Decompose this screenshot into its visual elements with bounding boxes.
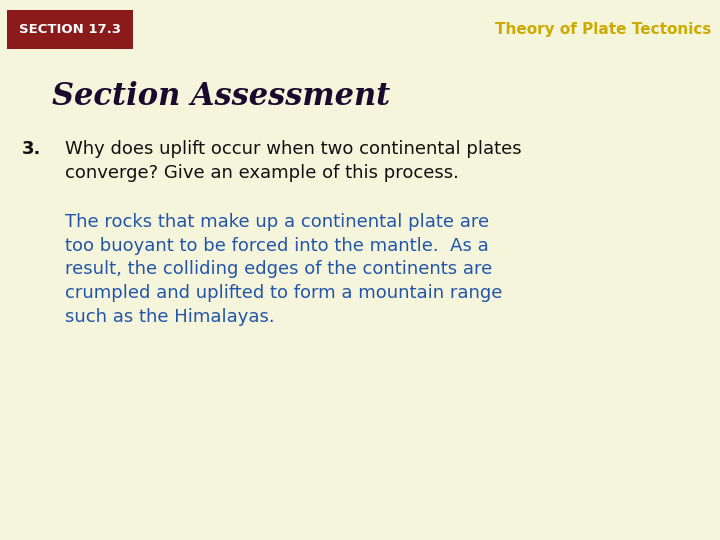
Text: The rocks that make up a continental plate are
too buoyant to be forced into the: The rocks that make up a continental pla… [65,213,502,326]
Text: Why does uplift occur when two continental plates
converge? Give an example of t: Why does uplift occur when two continent… [65,140,521,182]
Text: 3.: 3. [22,140,41,158]
Text: Theory of Plate Tectonics: Theory of Plate Tectonics [495,22,711,37]
FancyBboxPatch shape [7,10,133,49]
Text: SECTION 17.3: SECTION 17.3 [19,23,121,36]
Text: Section Assessment: Section Assessment [52,81,390,112]
